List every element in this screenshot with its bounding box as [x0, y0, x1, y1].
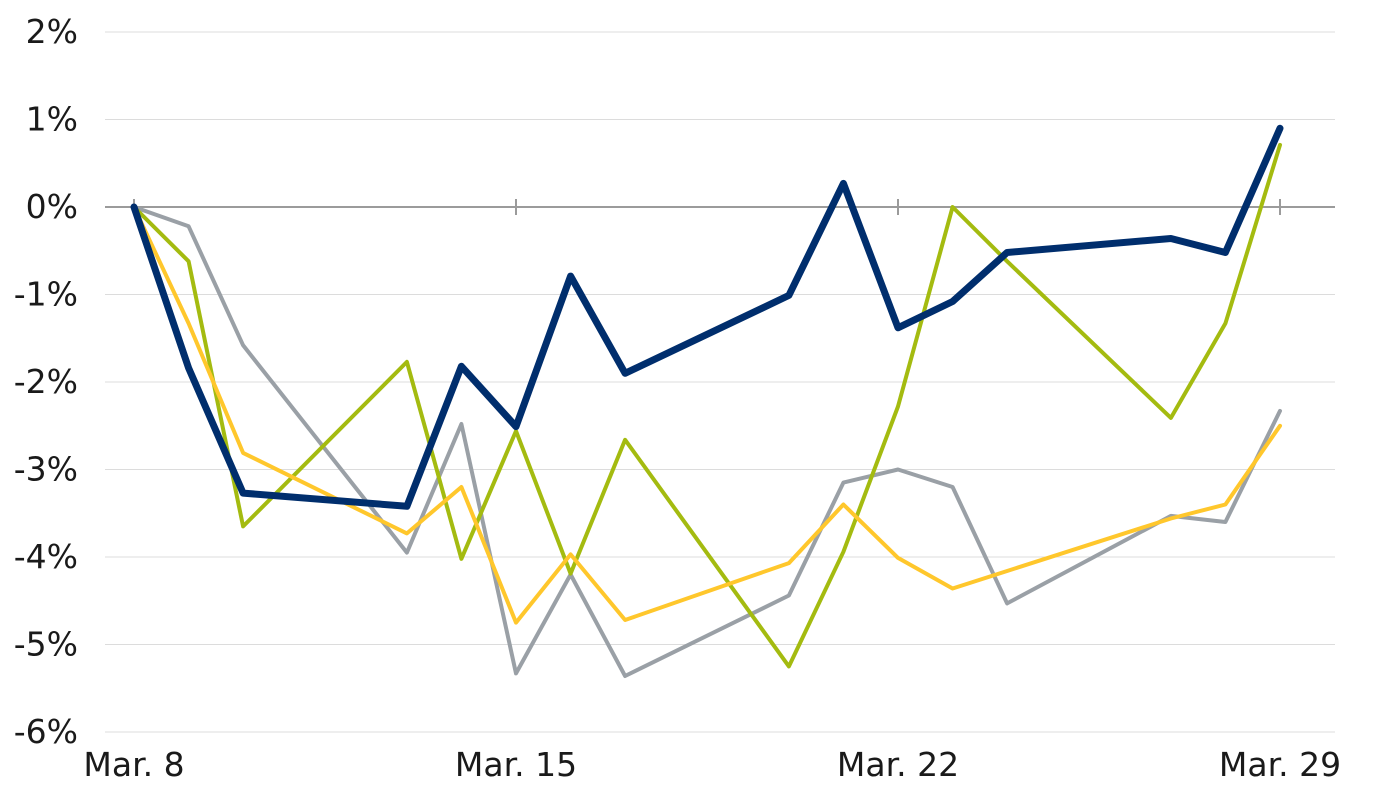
x-tick-label: Mar. 8: [83, 745, 184, 784]
y-tick-label: -5%: [14, 625, 78, 664]
series-line-4: [130, 124, 1284, 510]
gridlines: [105, 31, 1335, 733]
series-line-3: [132, 205, 1282, 625]
y-tick-label: -6%: [14, 712, 78, 751]
series-line-2: [132, 142, 1282, 669]
y-tick-label: -4%: [14, 537, 78, 576]
x-axis: [105, 199, 1335, 215]
series-line-1: [132, 205, 1282, 678]
y-tick-label: 0%: [26, 187, 78, 226]
x-tick-label: Mar. 22: [837, 745, 959, 784]
x-tick-label: Mar. 29: [1219, 745, 1341, 784]
tick-labels: 2% 1% 0% -1% -2% -3% -4% -5% -6%Mar. 8 Mar. 15 Mar…: [14, 12, 1341, 784]
y-tick-label: -2%: [14, 362, 78, 401]
series-lines: [130, 124, 1284, 678]
y-tick-label: 1%: [26, 100, 78, 139]
y-tick-label: 2%: [26, 12, 78, 51]
y-tick-label: -3%: [14, 450, 78, 489]
x-tick-label: Mar. 15: [455, 745, 577, 784]
y-tick-label: -1%: [14, 275, 78, 314]
